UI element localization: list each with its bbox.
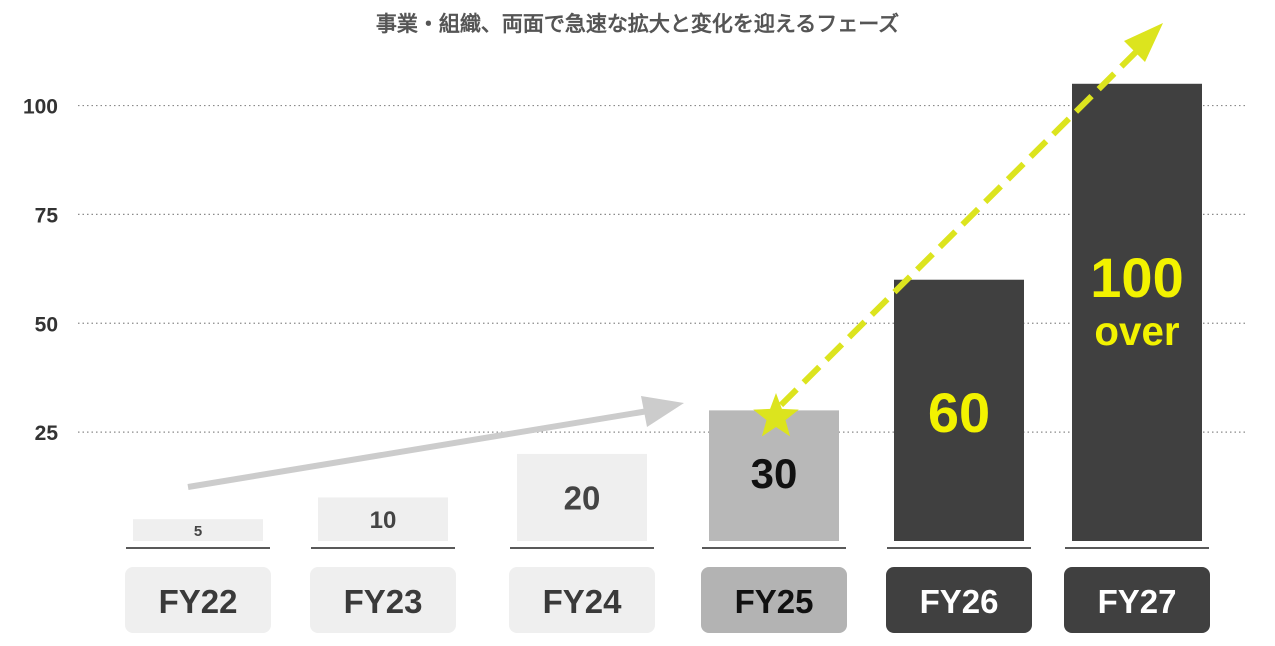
category-label-fy23: FY23 — [344, 583, 423, 620]
value-label-fy23: 10 — [370, 507, 397, 534]
y-tick-label: 100 — [23, 96, 58, 119]
trend-arrow-dashed-head — [1124, 23, 1163, 62]
category-label-fy26: FY26 — [920, 583, 999, 620]
value-label-fy25: 30 — [751, 450, 798, 497]
bar-fy27 — [1072, 83, 1202, 541]
bar-fy25 — [709, 410, 839, 541]
value-label-fy26: 60 — [928, 381, 990, 444]
y-tick-label: 75 — [35, 204, 59, 227]
category-label-fy27: FY27 — [1098, 583, 1177, 620]
category-box-fy25 — [701, 567, 847, 633]
y-tick-label: 50 — [35, 313, 58, 336]
trend-arrow-solid — [187, 408, 649, 490]
category-box-fy22 — [125, 567, 271, 633]
bar-fy23 — [318, 497, 448, 541]
value-label-fy27: 100 over — [1090, 246, 1183, 354]
value-label-fy22: 5 — [194, 523, 202, 540]
y-tick-label: 25 — [35, 422, 59, 445]
category-label-fy25: FY25 — [735, 583, 814, 620]
category-box-fy24 — [509, 567, 655, 633]
category-box-fy23 — [310, 567, 456, 633]
trend-arrow-solid-head — [641, 396, 684, 427]
chart-title: 事業・組織、両面で急速な拡大と変化を迎えるフェーズ — [375, 12, 900, 36]
value-label-fy24: 20 — [564, 479, 601, 516]
bar-fy26 — [894, 279, 1024, 541]
trend-arrow-dashed — [778, 45, 1143, 408]
category-label-fy22: FY22 — [159, 583, 238, 620]
category-box-fy26 — [886, 567, 1032, 633]
bar-fy24 — [517, 453, 647, 541]
category-box-fy27 — [1064, 567, 1210, 633]
star-icon — [753, 393, 799, 437]
bar-fy22 — [133, 519, 263, 541]
category-label-fy24: FY24 — [543, 583, 623, 620]
